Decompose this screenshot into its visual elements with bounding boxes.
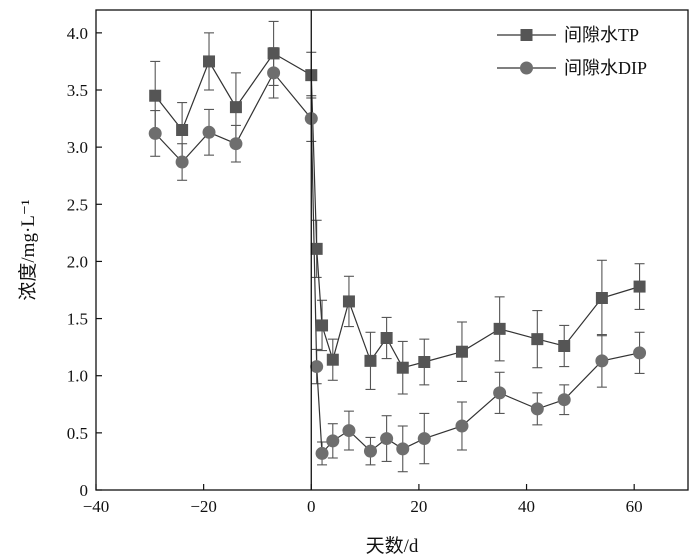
legend-item-tp: 间隙水TP [497, 25, 639, 45]
x-tick-label: 0 [307, 497, 316, 516]
tp-data-point [316, 319, 329, 332]
tp-data-point [229, 101, 242, 114]
dip-data-point [342, 424, 356, 438]
dip-data-point [633, 346, 647, 360]
dip-data-point [595, 354, 609, 368]
y-tick-label: 0 [80, 481, 89, 500]
error-bars-layer [150, 20, 645, 473]
y-tick-label: 3.0 [67, 138, 88, 157]
dip-data-point [315, 446, 329, 460]
tp-data-point [396, 361, 409, 374]
tp-data-point [342, 295, 355, 308]
dip-data-point [455, 419, 469, 433]
y-tick-label: 3.5 [67, 81, 88, 100]
tp-data-point [203, 55, 216, 68]
y-tick-label: 4.0 [67, 24, 88, 43]
legend-square-marker [520, 29, 533, 41]
legend-label: 间隙水DIP [564, 58, 647, 78]
y-tick-label: 1.0 [67, 367, 88, 386]
tp-data-point [418, 356, 431, 368]
dip-data-point [148, 126, 162, 140]
dip-data-point [175, 155, 189, 169]
dip-data-point [493, 386, 507, 400]
x-tick-label: −20 [190, 497, 217, 516]
dip-data-point [557, 393, 571, 407]
series-line-dip [154, 71, 640, 455]
tp-data-point [558, 340, 571, 352]
tp-data-point [176, 124, 189, 136]
legend-circle-marker [520, 61, 533, 75]
dip-data-point [396, 442, 410, 456]
dip-data-point [229, 137, 243, 151]
axes-layer: −40 −20 0 20 40 60 0 0.5 1.0 1.5 2.0 2.5 3.0 3.5 4.0 天数… [17, 9, 689, 557]
dip-data-point [363, 444, 377, 458]
dip-data-point [326, 434, 340, 448]
tp-data-point [633, 280, 646, 293]
tp-data-point [595, 292, 608, 304]
dip-data-point [530, 402, 544, 416]
dip-data-point [267, 66, 281, 80]
x-tick-label: 60 [626, 497, 643, 516]
tp-data-point [267, 47, 280, 60]
x-tick-label: 20 [410, 497, 427, 516]
series-lines-layer [154, 52, 640, 455]
tp-data-point [455, 345, 468, 358]
plot-frame [95, 9, 689, 491]
y-tick-label: 0.5 [67, 424, 88, 443]
tp-data-point [493, 322, 506, 335]
dip-data-point [417, 432, 431, 446]
markers-layer [148, 47, 647, 460]
y-tick-label: 2.5 [67, 195, 88, 214]
dip-data-point [202, 125, 216, 139]
tp-data-point [531, 333, 544, 346]
dip-data-point [310, 360, 324, 374]
legend: 间隙水TP 间隙水DIP [497, 25, 647, 78]
x-tick-label: 40 [518, 497, 535, 516]
tp-data-point [310, 242, 323, 255]
legend-item-dip: 间隙水DIP [497, 58, 647, 78]
y-tick-label: 2.0 [67, 252, 88, 271]
tp-data-point [149, 89, 162, 102]
tp-data-point [364, 354, 377, 367]
tp-data-point [380, 332, 393, 344]
series-line-tp [154, 52, 640, 369]
dip-data-point [380, 432, 394, 446]
tp-data-point [326, 353, 339, 366]
legend-label: 间隙水TP [564, 25, 639, 45]
y-axis-title: 浓度/mg·L⁻¹ [17, 199, 39, 301]
y-tick-label: 1.5 [67, 310, 88, 329]
x-tick-label: −40 [83, 497, 110, 516]
x-axis-title: 天数/d [366, 535, 419, 557]
